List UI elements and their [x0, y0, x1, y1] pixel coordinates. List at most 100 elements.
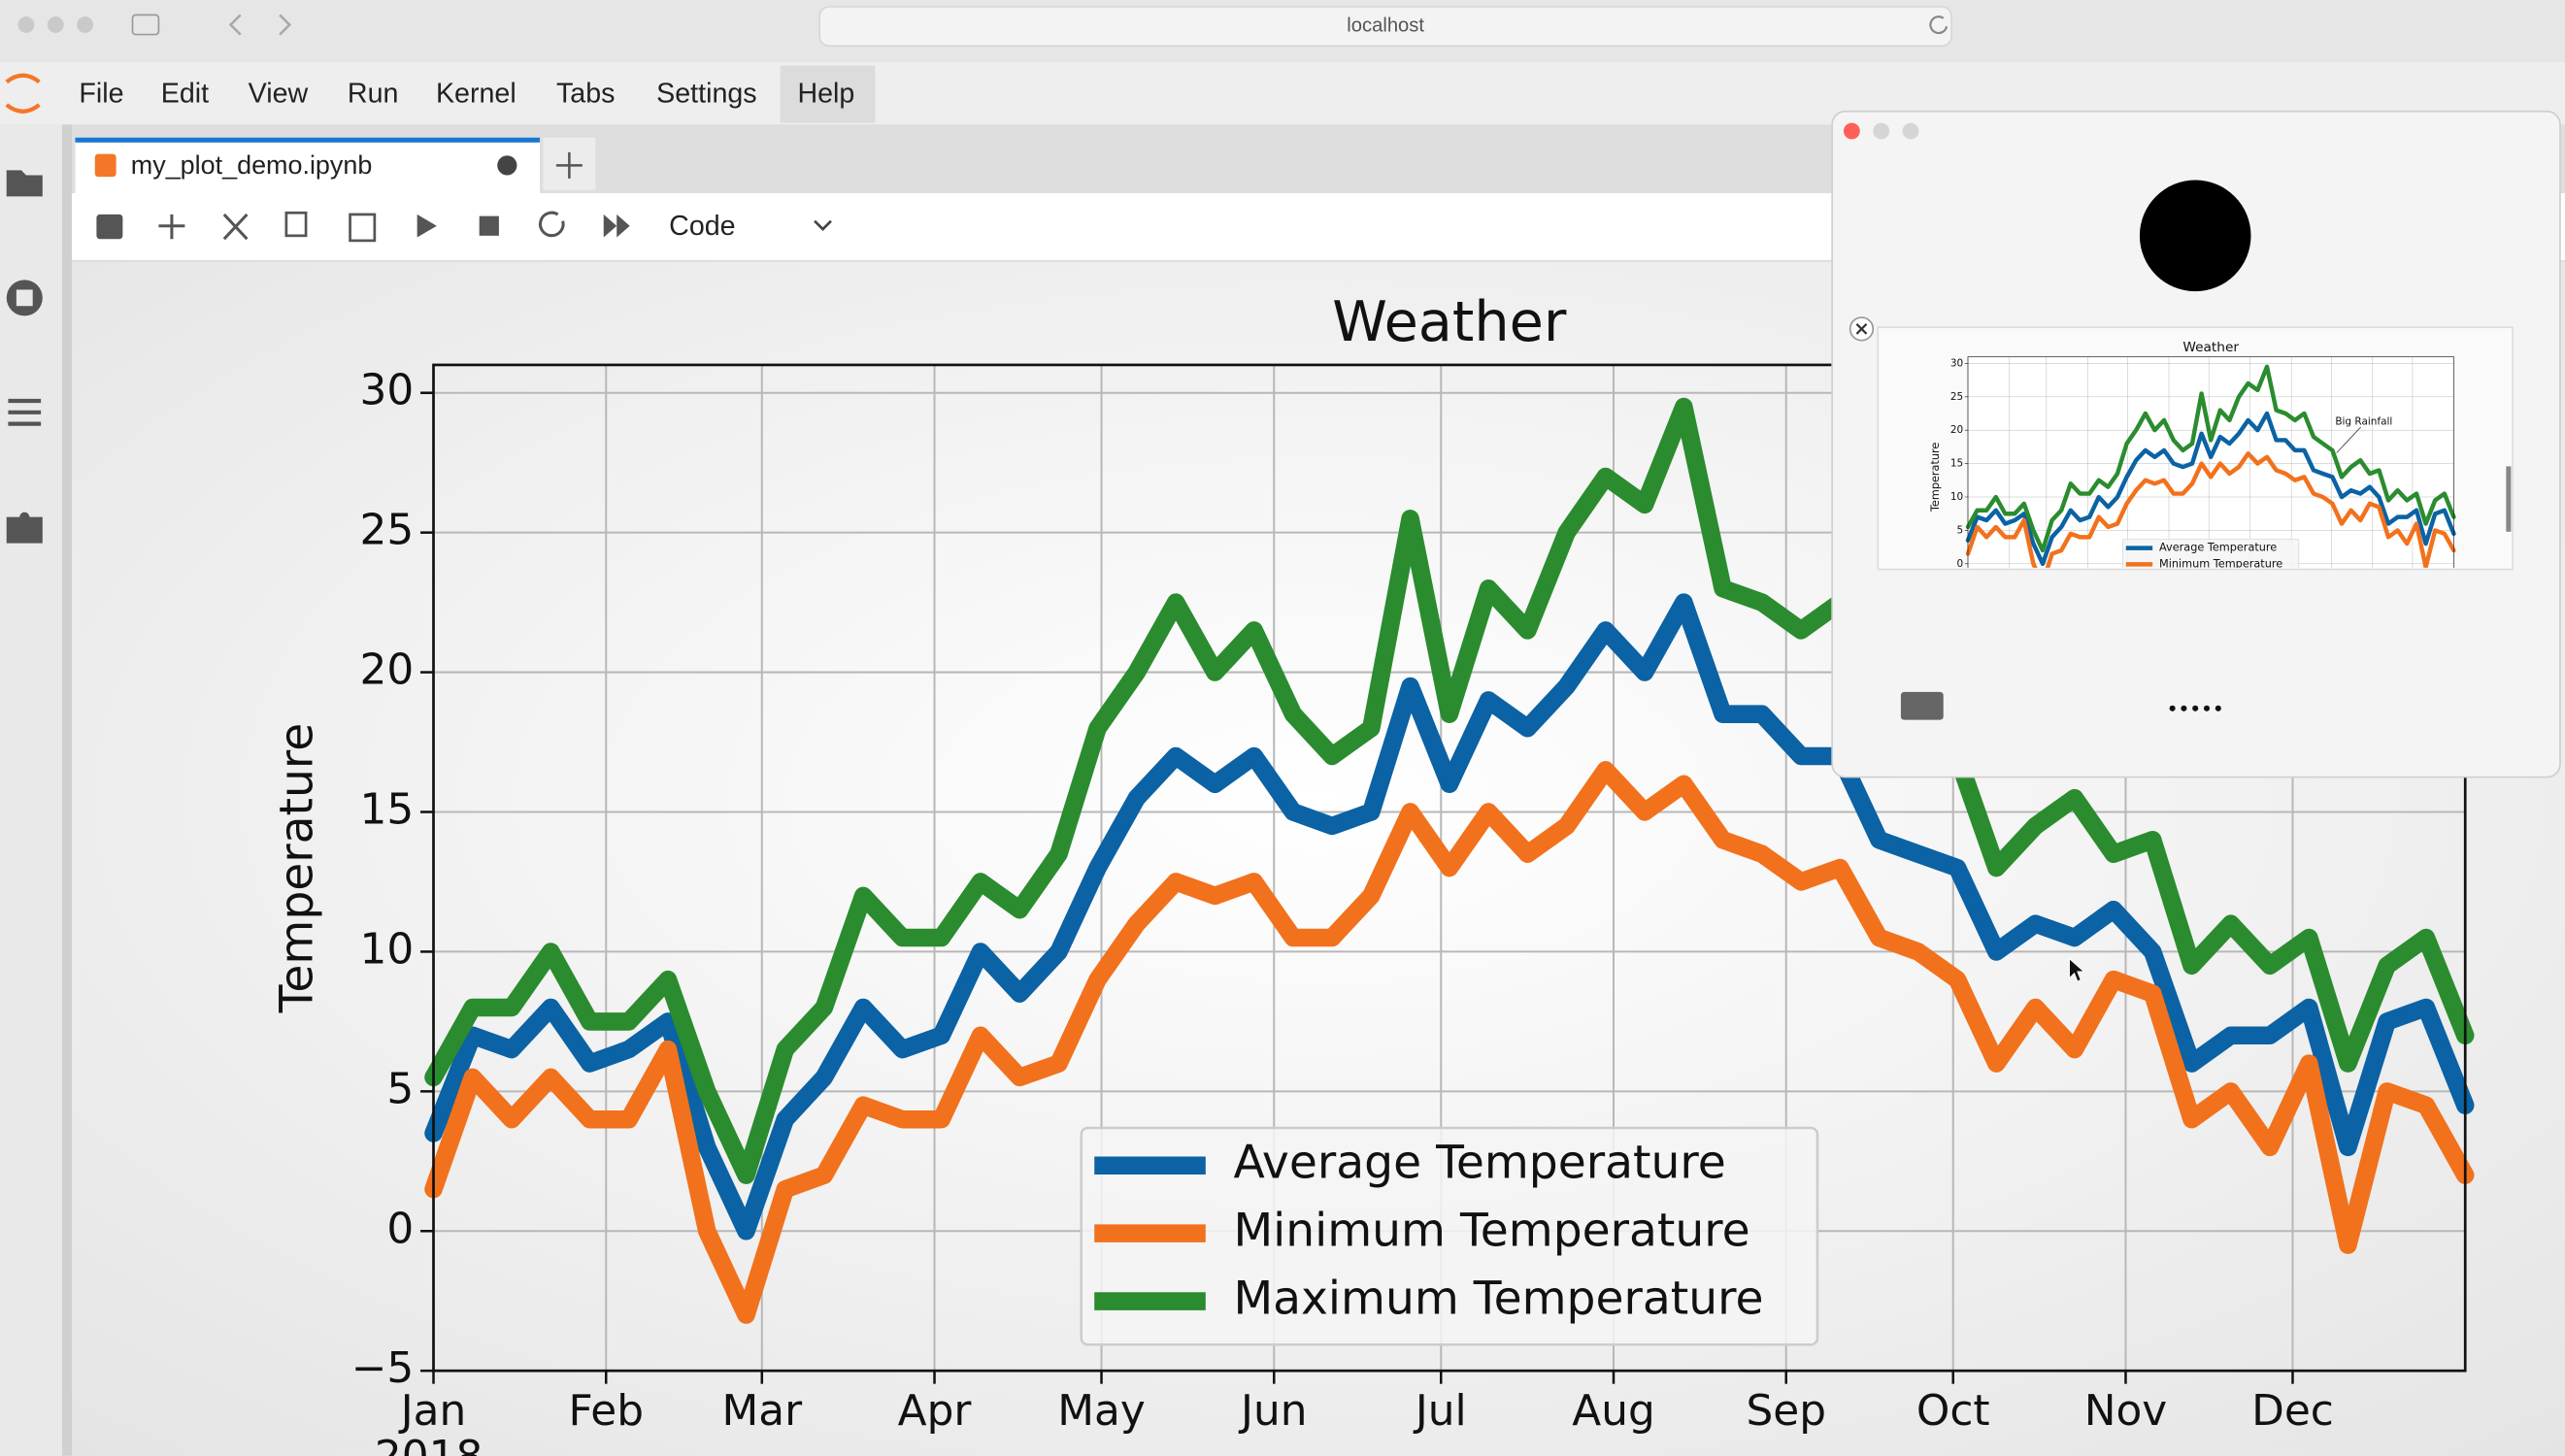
popup-window: WeatherTemperature−5051015202530JanFebMa… [1831, 110, 2561, 778]
x-tick-label: Jan [398, 1386, 467, 1436]
x-tick-label: Apr [898, 1386, 972, 1436]
y-tick-label: 10 [360, 924, 415, 974]
x-tick-label: Feb [568, 1386, 644, 1436]
stop-icon[interactable] [479, 215, 499, 236]
toc-icon[interactable] [8, 398, 42, 426]
menu-item[interactable]: Edit [161, 78, 209, 109]
record-button[interactable] [2139, 180, 2251, 292]
extensions-icon[interactable] [6, 512, 43, 544]
y-tick-label: 5 [1956, 524, 1963, 536]
run-all-icon[interactable] [603, 214, 630, 238]
window-dot[interactable] [77, 17, 94, 33]
dropdown-arrow[interactable] [814, 219, 832, 231]
series-line [424, 397, 2475, 1184]
plus-icon [555, 151, 583, 179]
sidebar-toggle[interactable] [131, 14, 160, 36]
preview-scroll [2506, 466, 2512, 532]
save-icon[interactable] [96, 214, 123, 240]
sidebar-border [62, 124, 73, 1456]
y-axis-label: Temperature [1929, 443, 1942, 513]
screen-icon[interactable] [1900, 691, 1944, 720]
popup-min[interactable] [1873, 122, 1890, 140]
y-tick-label: 20 [360, 645, 415, 695]
series-line [1965, 364, 2456, 553]
annotation: Big Rainfall [2335, 415, 2392, 427]
paste-icon[interactable] [349, 213, 377, 243]
unsaved-dot[interactable] [497, 155, 517, 176]
y-tick-label: 25 [360, 506, 415, 555]
menu-highlight [780, 65, 876, 123]
menu-item[interactable]: Settings [656, 78, 756, 109]
preview-close-x [1855, 323, 1868, 335]
y-tick-label: −5 [351, 1343, 415, 1393]
files-icon[interactable] [6, 170, 43, 197]
series-line [1965, 411, 2456, 567]
menu-item[interactable]: Help [797, 78, 854, 109]
series-line [424, 593, 2475, 1241]
y-tick-label: 15 [1950, 458, 1963, 470]
menu-item[interactable]: View [249, 78, 309, 109]
x-tick-label: Oct [1916, 1386, 1990, 1436]
notebook-icon [94, 153, 117, 178]
window-dot[interactable] [47, 17, 64, 33]
y-tick-label: 30 [1950, 357, 1963, 369]
menu-item[interactable]: Kernel [436, 78, 516, 109]
y-tick-label: 25 [1950, 391, 1963, 403]
y-tick-label: 0 [1956, 558, 1963, 570]
y-tick-label: 20 [1950, 424, 1963, 436]
legend-label: Minimum Temperature [1233, 1205, 1749, 1258]
main-chart: Weather Temperature −5 0 5 10 15 20 25 30 Jan Feb Ma… [270, 289, 2475, 1456]
cut-icon[interactable] [222, 213, 249, 241]
popup-close[interactable] [1843, 122, 1860, 140]
toolbar-border [72, 260, 2565, 262]
series-line [424, 761, 2475, 1324]
copy-icon[interactable] [284, 211, 308, 238]
menu-item[interactable]: Run [348, 78, 399, 109]
plot-frame [1967, 356, 2454, 568]
mouse-cursor [2068, 957, 2085, 982]
x-tick-label: Mar [721, 1386, 802, 1436]
legend-box [2122, 539, 2300, 568]
jupyter-logo [5, 73, 41, 114]
plot-frame [432, 363, 2467, 1373]
menu-item[interactable]: Tabs [556, 78, 615, 109]
y-axis-label: Temperature [270, 723, 323, 1014]
nav-arrows[interactable] [228, 14, 292, 36]
legend-label: Average Temperature [1233, 1137, 1725, 1190]
year-label: 2018 [375, 1432, 483, 1456]
tab-accent [75, 137, 541, 143]
reload[interactable] [1929, 16, 1949, 35]
url: localhost [1347, 16, 1424, 37]
legend-label: Average Temperature [2159, 542, 2277, 554]
running-icon-inner [16, 289, 33, 307]
notebook-tab[interactable] [75, 137, 541, 194]
series-line [1965, 451, 2456, 568]
y-tick-label: 5 [386, 1064, 414, 1113]
inset-chart: WeatherTemperature−5051015202530JanFebMa… [1929, 340, 2456, 570]
x-tick-label: Jul [1413, 1386, 1467, 1436]
x-tick-label: Dec [2251, 1386, 2334, 1436]
left-sidebar [0, 124, 63, 1456]
x-tick-label: Nov [2084, 1386, 2167, 1436]
cell-type[interactable]: Code [669, 211, 735, 242]
legend-label: Minimum Temperature [2159, 557, 2282, 570]
popup-max[interactable] [1902, 122, 1919, 140]
x-tick-label: May [1057, 1386, 1146, 1436]
y-tick-label: 30 [360, 366, 415, 415]
legend-label: Maximum Temperature [1233, 1273, 1763, 1326]
url-box[interactable] [818, 6, 1952, 48]
y-tick-label: 10 [1950, 491, 1963, 503]
y-tick-label: 0 [386, 1204, 414, 1253]
more-dots[interactable] [2169, 705, 2221, 711]
run-icon[interactable] [416, 214, 437, 238]
x-tick-label: Sep [1746, 1386, 1826, 1436]
restart-icon[interactable] [538, 211, 565, 238]
legend-box [1080, 1126, 1819, 1346]
menu-item[interactable]: File [79, 78, 123, 109]
chart-title: Weather [2182, 340, 2239, 355]
window-dot[interactable] [17, 17, 35, 33]
insert-icon[interactable] [158, 214, 185, 240]
x-tick-label: Aug [1572, 1386, 1655, 1436]
